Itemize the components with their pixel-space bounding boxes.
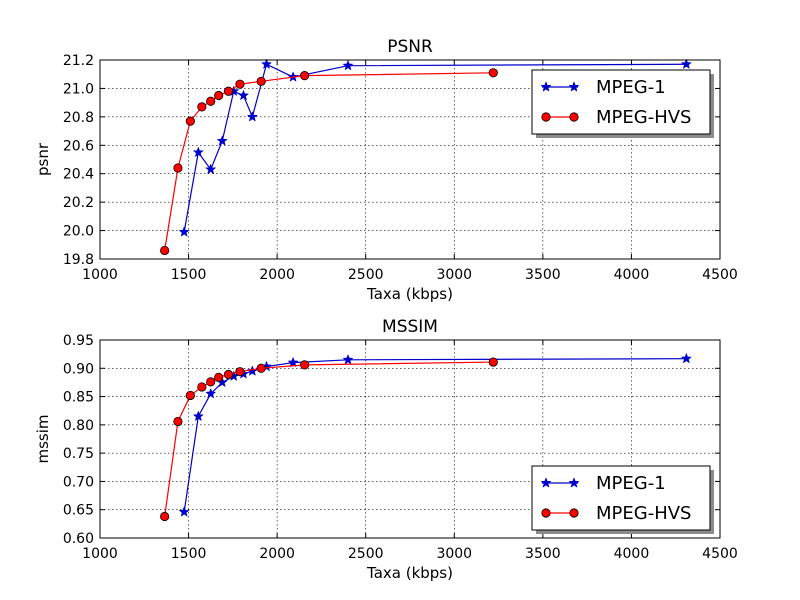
legend-marker — [569, 112, 579, 122]
data-point — [192, 410, 204, 422]
data-point — [342, 353, 354, 365]
data-point — [680, 58, 692, 70]
data-point — [160, 245, 170, 256]
x-tick-label: 1500 — [171, 267, 207, 283]
data-point — [173, 163, 183, 173]
data-point — [299, 71, 310, 81]
y-tick-label: 0.80 — [63, 418, 94, 434]
x-tick-label: 3000 — [436, 267, 472, 283]
data-point — [185, 390, 195, 401]
x-tick-label: 2500 — [348, 267, 384, 283]
data-point — [173, 416, 183, 427]
y-tick-label: 20.2 — [63, 195, 94, 211]
y-tick-label: 20.6 — [63, 138, 94, 154]
y-tick-label: 21.0 — [63, 81, 94, 97]
legend-marker — [541, 508, 551, 518]
data-point — [256, 76, 266, 86]
x-tick-label: 4000 — [614, 267, 650, 283]
data-point — [160, 511, 170, 522]
data-point — [287, 356, 299, 368]
data-point — [246, 110, 258, 122]
y-tick-label: 0.70 — [63, 474, 94, 490]
data-point — [235, 367, 245, 377]
legend-label: MPEG-HVS — [596, 503, 691, 524]
x-tick-label: 1000 — [82, 267, 118, 283]
legend-box — [531, 465, 711, 531]
plot-frame — [99, 59, 721, 260]
legend-box — [531, 69, 711, 135]
y-axis-label: psnr — [34, 142, 52, 176]
data-point — [205, 163, 217, 175]
legend: MPEG-1 MPEG-HVS — [531, 69, 714, 138]
legend-marker — [541, 112, 551, 122]
y-tick-label: 0.60 — [63, 531, 94, 547]
x-tick-label: 4000 — [614, 546, 650, 562]
legend-marker — [569, 508, 579, 518]
data-point — [197, 102, 207, 112]
y-tick-label: 21.2 — [63, 53, 94, 69]
data-point — [206, 96, 216, 106]
data-point — [216, 135, 228, 146]
data-point — [342, 59, 354, 71]
x-tick-label: 3500 — [525, 546, 561, 562]
x-tick-label: 2000 — [259, 267, 295, 283]
legend-label: MPEG-1 — [596, 77, 666, 98]
x-axis-label: Taxa (kbps) — [366, 564, 453, 582]
series-line-mpeg-hvs — [164, 361, 494, 517]
x-tick-label: 3000 — [436, 546, 472, 562]
x-tick-label: 2500 — [348, 546, 384, 562]
data-point — [260, 58, 273, 70]
x-axis-label: Taxa (kbps) — [366, 285, 453, 303]
data-point — [235, 79, 245, 89]
y-tick-label: 0.85 — [63, 390, 94, 406]
data-point — [185, 116, 195, 126]
data-point — [178, 226, 190, 237]
y-tick-label: 20.0 — [63, 224, 94, 240]
legend-label: MPEG-1 — [596, 473, 666, 494]
plot-frame — [99, 339, 721, 539]
data-point — [223, 86, 234, 96]
legend-marker — [568, 81, 580, 92]
data-point — [237, 89, 250, 101]
x-tick-label: 3500 — [525, 267, 561, 283]
y-tick-label: 0.90 — [63, 361, 94, 377]
y-tick-label: 0.75 — [63, 446, 94, 462]
y-tick-label: 20.4 — [63, 167, 94, 183]
data-point — [223, 369, 234, 380]
data-point — [299, 360, 310, 370]
legend-marker — [568, 477, 580, 488]
y-axis-label: mssim — [34, 414, 52, 463]
chart-title: MSSIM — [382, 317, 438, 337]
psnr-panel: 1000 1500 2000 2500 3000 3500 4000 4500 19.8 20.0… — [34, 37, 738, 303]
x-tick-label: 2000 — [259, 546, 295, 562]
data-point — [192, 146, 204, 158]
data-point — [197, 382, 207, 392]
legend-label: MPEG-HVS — [596, 107, 691, 128]
x-tick-label: 4500 — [702, 267, 738, 283]
x-tick-label: 4500 — [702, 546, 738, 562]
data-point — [488, 68, 498, 78]
data-point — [256, 363, 266, 373]
x-tick-label: 1000 — [82, 546, 118, 562]
data-point — [178, 506, 190, 517]
chart-title: PSNR — [387, 37, 433, 57]
data-point — [488, 357, 498, 367]
legend: MPEG-1 MPEG-HVS — [531, 465, 714, 534]
legend-marker — [540, 477, 552, 488]
y-tick-label: 20.8 — [63, 110, 94, 126]
data-point — [680, 352, 692, 364]
y-tick-label: 0.65 — [63, 503, 94, 519]
legend-marker — [540, 81, 552, 92]
y-tick-label: 0.95 — [63, 333, 94, 349]
data-point — [206, 377, 216, 387]
data-point — [214, 90, 224, 101]
y-tick-label: 19.8 — [63, 252, 94, 268]
data-point — [205, 387, 217, 399]
mssim-panel: 1000 1500 2000 2500 3000 3500 4000 4500 0.60 0.65… — [34, 317, 738, 582]
x-tick-label: 1500 — [171, 546, 207, 562]
data-point — [214, 372, 224, 382]
